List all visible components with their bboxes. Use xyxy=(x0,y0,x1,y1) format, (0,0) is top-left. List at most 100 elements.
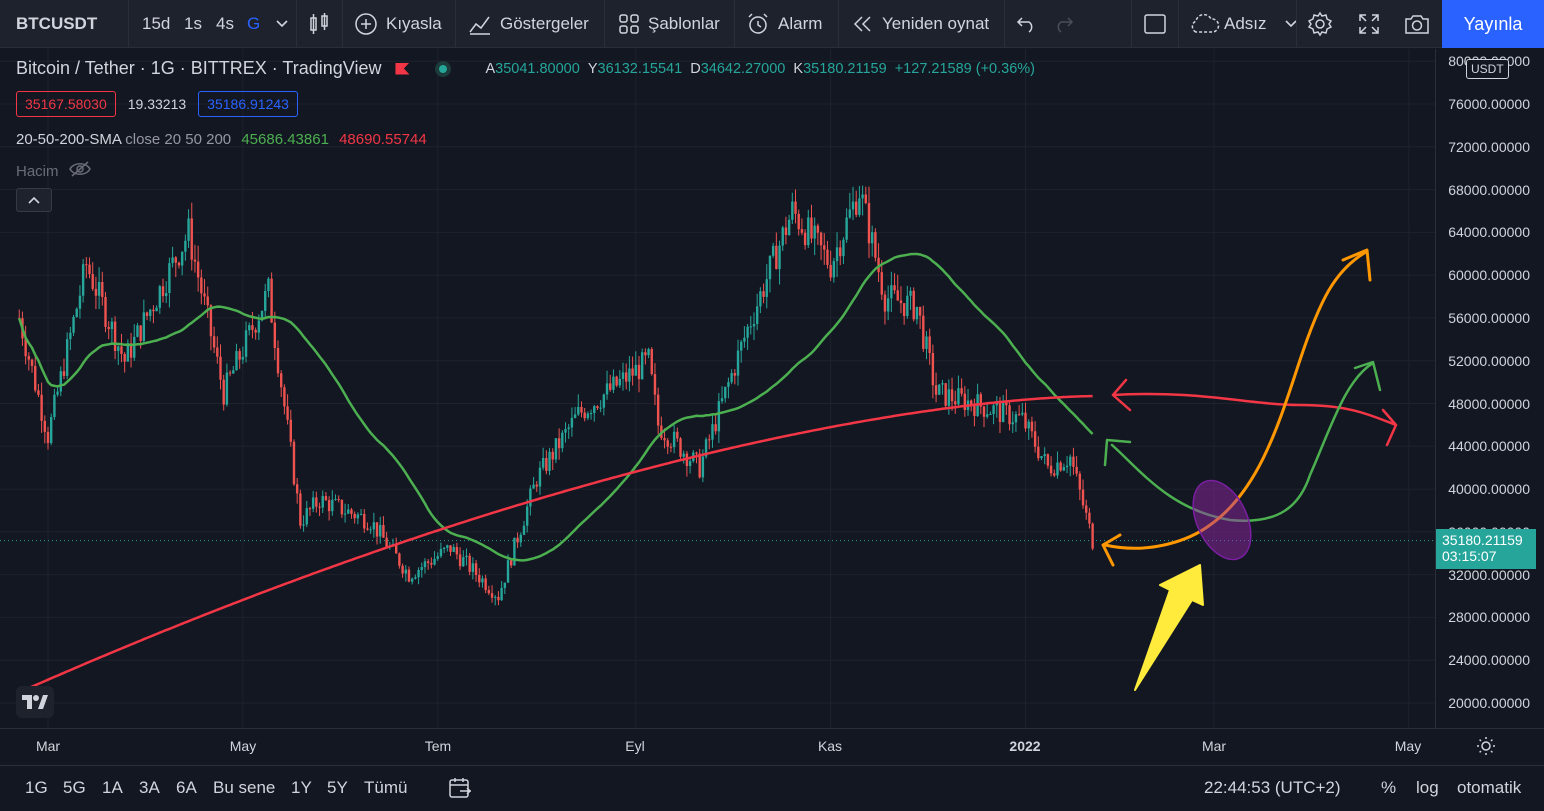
candle-body xyxy=(781,227,784,246)
interval-4s[interactable]: 4s xyxy=(216,14,234,33)
chart-pane[interactable] xyxy=(0,49,1435,728)
symbol-search-button[interactable]: BTCUSDT xyxy=(16,14,98,33)
candle-body xyxy=(1030,421,1034,432)
collapse-legend-button[interactable] xyxy=(16,188,52,212)
currency-unit[interactable]: USDT xyxy=(1466,59,1509,79)
candle-body xyxy=(864,194,867,204)
candle-body xyxy=(190,218,193,260)
range-1a[interactable]: 1A xyxy=(102,778,123,797)
log-toggle[interactable]: log xyxy=(1416,778,1439,797)
chart-legend: Bitcoin / Tether · 1G · BITTREX · Tradin… xyxy=(16,58,1035,79)
change-value: +127.21589 (+0.36%) xyxy=(894,60,1035,77)
templates-grid-icon xyxy=(618,13,640,35)
candle-body xyxy=(829,264,832,278)
replay-button[interactable]: Yeniden oynat xyxy=(852,0,989,48)
eye-hidden-icon[interactable] xyxy=(68,161,91,181)
candle-body xyxy=(359,513,363,515)
price-scale[interactable]: 80000.0000076000.0000072000.0000068000.0… xyxy=(1435,49,1544,728)
time-label-mar-2022: Mar xyxy=(1201,738,1227,754)
goto-date-icon[interactable] xyxy=(448,776,472,805)
tradingview-logo[interactable] xyxy=(16,686,54,718)
cloud-icon xyxy=(1188,13,1220,35)
candle-body xyxy=(494,596,497,598)
interval-15d[interactable]: 15d xyxy=(142,14,171,33)
candle-body xyxy=(890,285,893,299)
settings-gear-icon[interactable] xyxy=(1307,0,1333,48)
interval-dropdown-icon[interactable] xyxy=(276,0,288,48)
candle-body xyxy=(248,325,251,331)
candle-body xyxy=(232,370,235,374)
candle-body xyxy=(235,351,238,371)
time-axis[interactable]: Mar May Tem Eyl Kas 2022 Mar May xyxy=(0,728,1544,764)
range-5g[interactable]: 5G xyxy=(63,778,86,797)
fullscreen-square-icon[interactable] xyxy=(1143,0,1167,48)
camera-icon[interactable] xyxy=(1404,0,1430,48)
templates-button[interactable]: Şablonlar xyxy=(618,0,720,48)
sma200-value: 48690.55744 xyxy=(339,131,427,148)
bid-price[interactable]: 35167.58030 xyxy=(16,91,116,117)
candle-body xyxy=(701,456,705,478)
candle-body xyxy=(133,336,136,358)
candle-body xyxy=(1037,446,1040,459)
candle-body xyxy=(75,308,78,317)
ohlc-values: A35041.80000 Y36132.15541 D34642.27000 K… xyxy=(485,61,1035,77)
candle-body xyxy=(433,558,436,565)
candle-body xyxy=(65,339,69,376)
candle-body xyxy=(43,420,47,432)
range-all[interactable]: Tümü xyxy=(364,778,408,797)
candle-body xyxy=(439,548,443,557)
candle-body xyxy=(142,312,146,341)
indicators-button[interactable]: Göstergeler xyxy=(468,0,589,48)
auto-toggle[interactable]: otomatik xyxy=(1457,778,1522,797)
range-3a[interactable]: 3A xyxy=(139,778,160,797)
time-label-may-2022: May xyxy=(1394,738,1422,754)
chevron-down-icon xyxy=(1284,20,1297,28)
expand-icon[interactable] xyxy=(1357,0,1381,48)
chart-grid xyxy=(0,49,1435,728)
publish-button[interactable]: Yayınla xyxy=(1442,0,1544,48)
alert-button[interactable]: Alarm xyxy=(746,0,822,48)
candle-body xyxy=(1053,473,1056,476)
redo-icon[interactable] xyxy=(1052,0,1074,48)
candle-body xyxy=(510,560,513,566)
candle-body xyxy=(928,336,931,353)
candle-body xyxy=(88,264,91,275)
layout-name-button[interactable]: Adsız xyxy=(1188,0,1297,48)
market-open-icon xyxy=(435,60,452,77)
candle-body xyxy=(401,565,404,574)
top-toolbar: BTCUSDT 15d 1s 4s G Kıyasla Göstergeler … xyxy=(0,0,1544,48)
ask-price[interactable]: 35186.91243 xyxy=(198,91,298,117)
percent-toggle[interactable]: % xyxy=(1381,778,1397,797)
interval-1s[interactable]: 1s xyxy=(184,14,202,33)
volume-legend[interactable]: Hacim xyxy=(16,161,91,181)
candle-body xyxy=(366,528,369,530)
candle-body xyxy=(356,514,360,519)
compare-button[interactable]: Kıyasla xyxy=(354,0,442,48)
candle-body xyxy=(1069,456,1072,466)
range-1y[interactable]: 1Y xyxy=(291,778,312,797)
range-5y[interactable]: 5Y xyxy=(327,778,348,797)
time-axis-settings-icon[interactable] xyxy=(1476,736,1496,761)
range-6a[interactable]: 6A xyxy=(176,778,197,797)
candle-body xyxy=(468,555,471,572)
sma-indicator-legend[interactable]: 20-50-200-SMA close 20 50 200 45686.4386… xyxy=(16,131,427,148)
sma50-value: 45686.43861 xyxy=(241,131,329,148)
candle-body xyxy=(200,277,203,294)
candle-body xyxy=(644,352,647,356)
chart-type-candles-icon[interactable] xyxy=(308,0,330,48)
clock-timezone[interactable]: 22:44:53 (UTC+2) xyxy=(1204,778,1341,797)
interval-g[interactable]: G xyxy=(247,14,261,33)
candle-body xyxy=(420,567,423,570)
orange-arrow-left xyxy=(1101,533,1122,567)
undo-icon[interactable] xyxy=(1016,0,1038,48)
candle-body xyxy=(577,406,580,415)
candle-body xyxy=(870,232,874,244)
flag-icon[interactable] xyxy=(395,62,410,75)
price-chart[interactable] xyxy=(0,49,1435,728)
range-bu-sene[interactable]: Bu sene xyxy=(213,778,276,797)
candle-body xyxy=(471,563,475,572)
candle-body xyxy=(679,438,682,457)
range-1g[interactable]: 1G xyxy=(25,778,48,797)
green-path-drawing xyxy=(1110,361,1375,523)
candle-body xyxy=(631,368,634,376)
